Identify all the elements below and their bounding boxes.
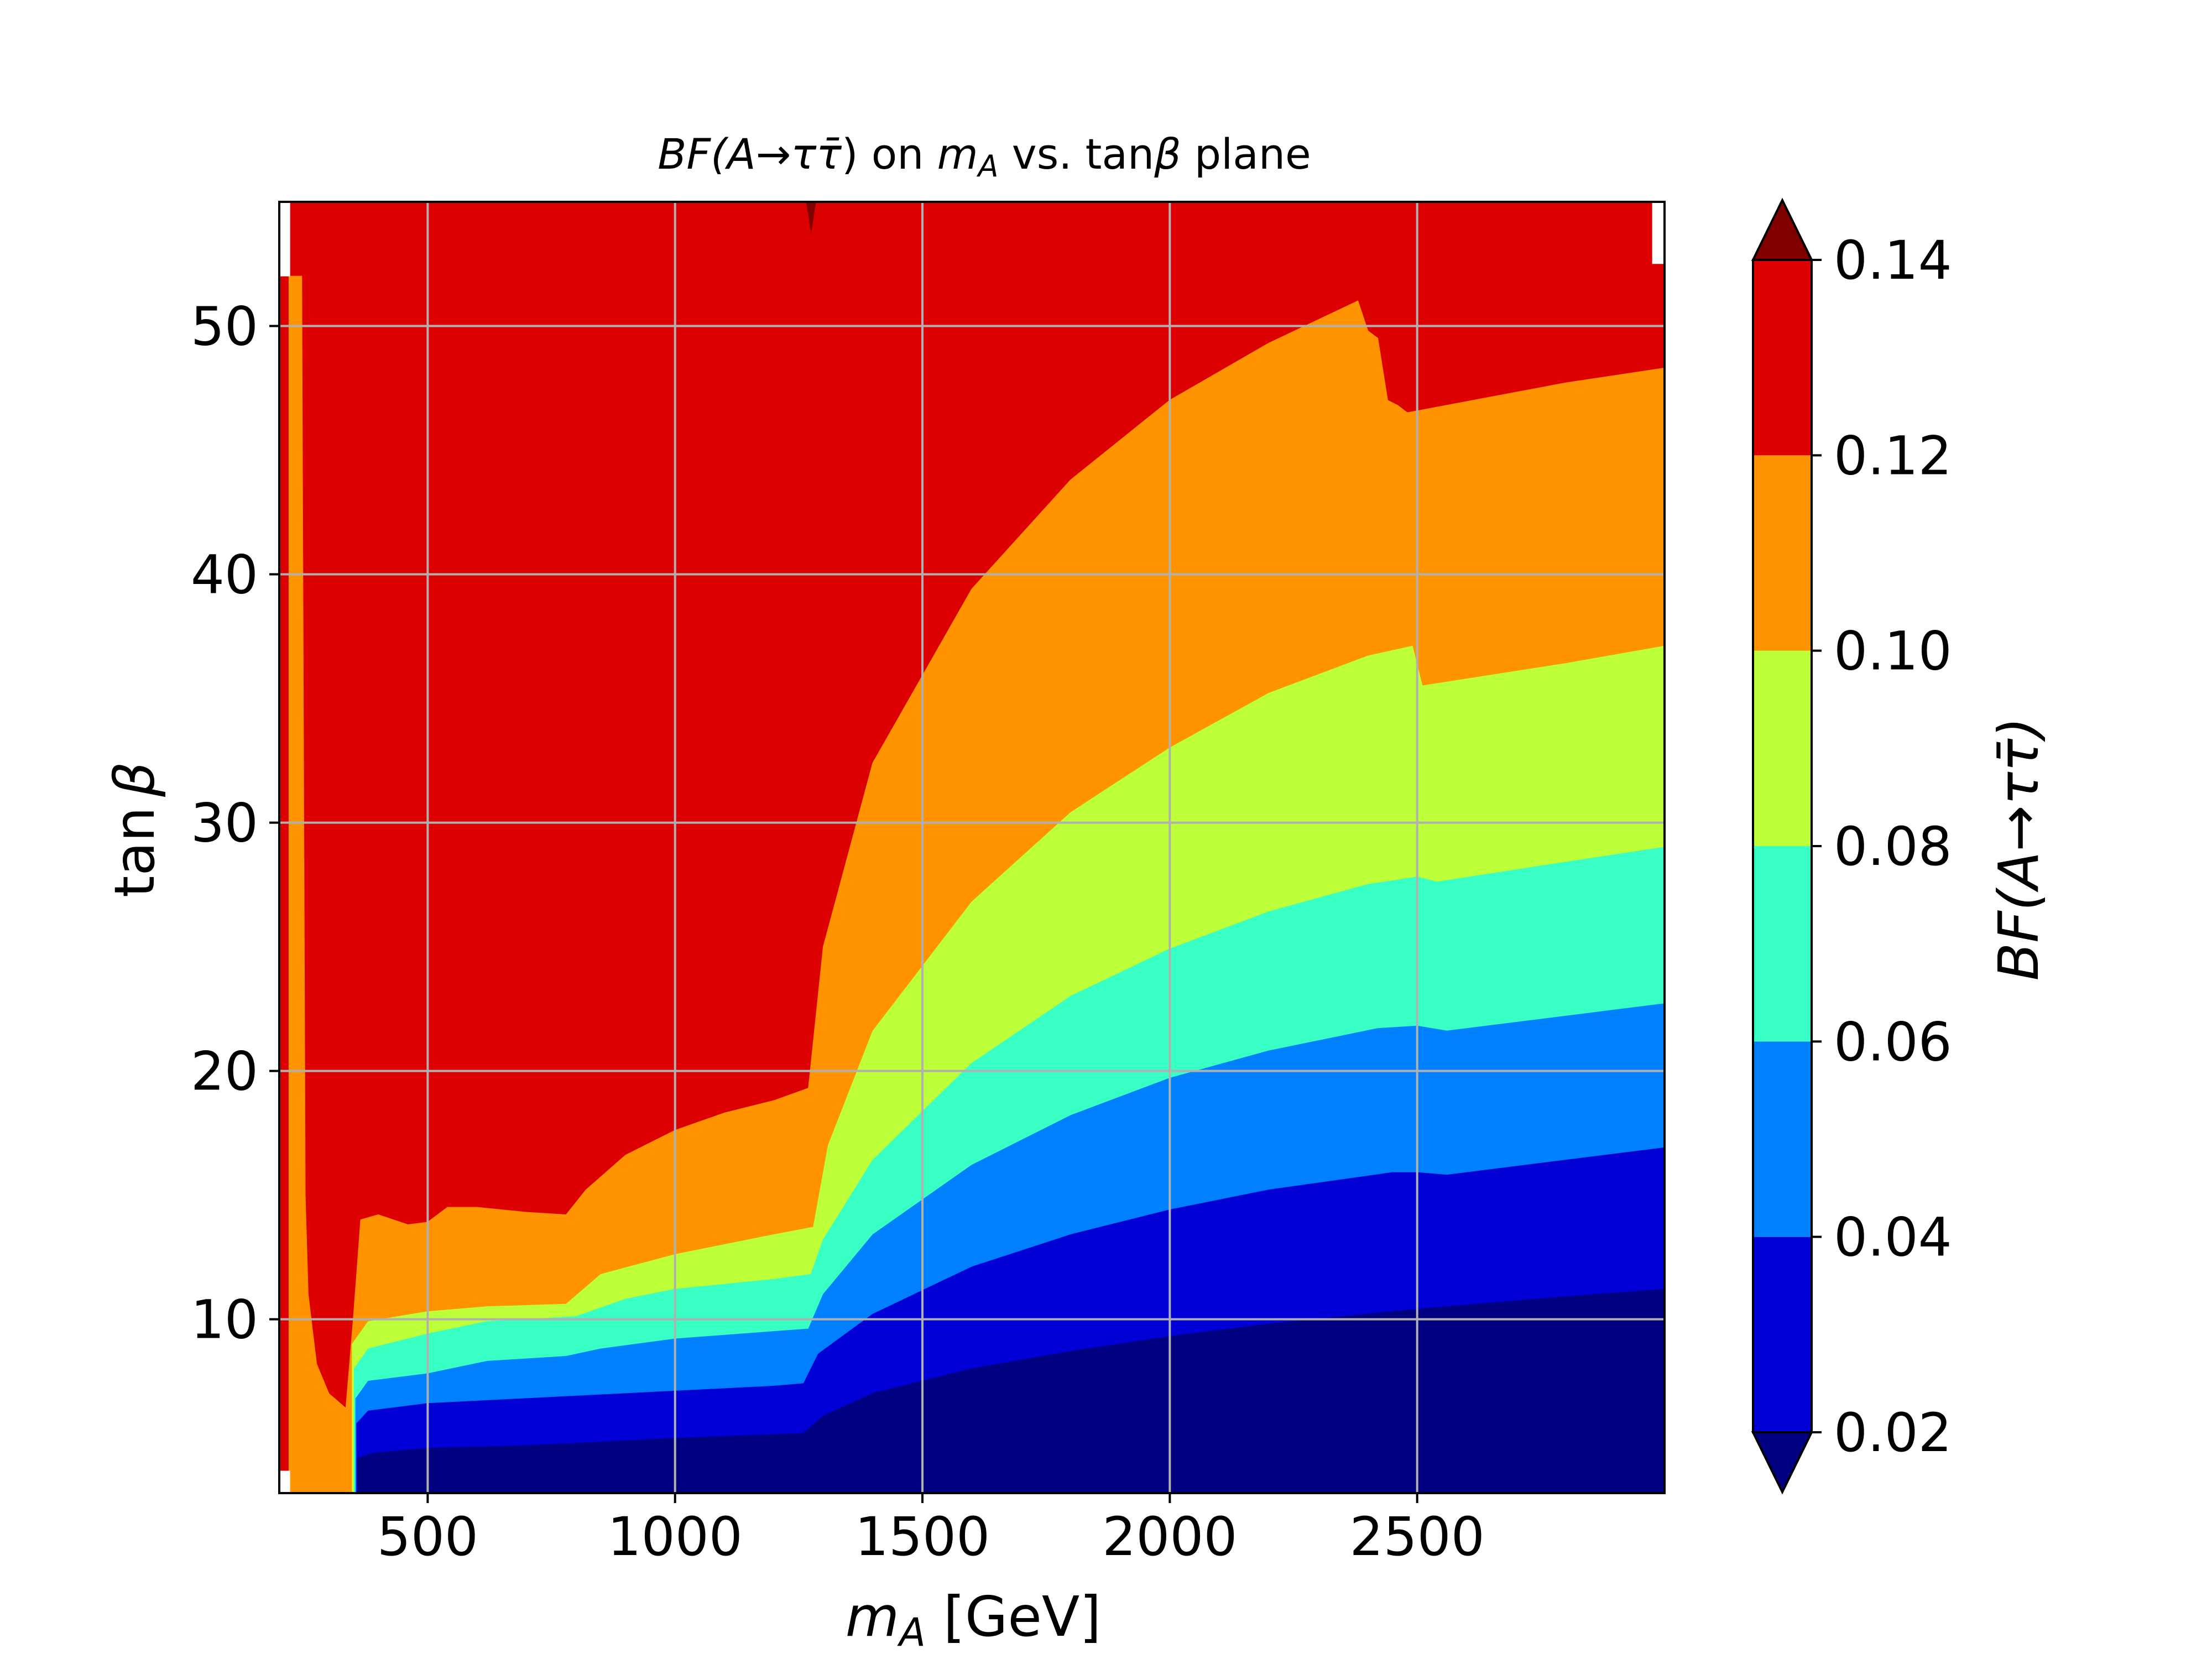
colorbar-segment bbox=[1753, 455, 1812, 651]
y-tick-label: 20 bbox=[191, 1041, 258, 1103]
colorbar-tick-label: 0.10 bbox=[1834, 620, 1952, 682]
band-above-0.14 bbox=[806, 202, 816, 234]
blank-region-bottom-left bbox=[279, 1470, 290, 1493]
y-tick-label: 30 bbox=[191, 792, 258, 854]
colorbar-segment bbox=[1753, 1041, 1812, 1237]
title-m-sub: A bbox=[977, 149, 999, 184]
y-axis-label-tan: tan bbox=[102, 807, 167, 898]
x-tick-label: 1500 bbox=[855, 1506, 990, 1568]
x-axis-label: mA [GeV] bbox=[846, 1584, 1102, 1655]
chart-title: BF(A→ττ̄) on mA vs. tanβ plane bbox=[658, 129, 1311, 184]
colorbar-segment bbox=[1753, 650, 1812, 846]
title-m: m bbox=[937, 129, 978, 179]
y-axis-ticks: 10 20 30 40 50 bbox=[191, 296, 279, 1351]
colorbar-segment bbox=[1753, 846, 1812, 1042]
colorbar-segment bbox=[1753, 1237, 1812, 1432]
title-beta: β bbox=[1154, 129, 1181, 179]
colorbar-tick-label: 0.06 bbox=[1834, 1011, 1952, 1073]
x-axis-ticks: 500 1000 1500 2000 2500 bbox=[377, 1493, 1485, 1568]
x-tick-label: 1000 bbox=[608, 1506, 743, 1568]
y-tick-label: 50 bbox=[191, 296, 258, 358]
colorbar-tick-label: 0.04 bbox=[1834, 1207, 1952, 1269]
grid-lines bbox=[279, 202, 1665, 1493]
y-tick-label: 40 bbox=[191, 544, 258, 606]
colorbar-tick-label: 0.12 bbox=[1834, 425, 1952, 487]
colorbar-segment bbox=[1753, 260, 1812, 456]
title-taubar: τ̄ bbox=[816, 129, 842, 179]
y-axis-label: tan β bbox=[102, 761, 167, 898]
contour-bands bbox=[279, 202, 1665, 1493]
title-plane: plane bbox=[1181, 129, 1311, 179]
title-vs: vs. tan bbox=[999, 129, 1155, 179]
y-tick-label: 10 bbox=[191, 1289, 258, 1351]
x-tick-label: 2000 bbox=[1102, 1506, 1237, 1568]
colorbar-tick-label: 0.02 bbox=[1834, 1402, 1952, 1464]
x-tick-label: 500 bbox=[377, 1506, 478, 1568]
band-<0.02 bbox=[357, 1288, 1665, 1493]
title-tau: τ bbox=[791, 129, 817, 179]
title-arrow: → bbox=[756, 129, 791, 179]
title-a: A bbox=[724, 129, 756, 179]
x-tick-label: 2500 bbox=[1350, 1506, 1485, 1568]
title-bf: BF( bbox=[658, 129, 729, 179]
y-axis-label-beta: β bbox=[102, 761, 167, 797]
colorbar-extend-low bbox=[1751, 1431, 1814, 1495]
blank-region-left bbox=[279, 202, 290, 276]
colorbar-extend-high bbox=[1751, 197, 1814, 261]
title-on: ) on bbox=[842, 129, 937, 179]
x-axis-label-m: m bbox=[846, 1584, 899, 1649]
colorbar-label: BF(A→ττ̄) bbox=[1986, 717, 2051, 981]
blank-region-right bbox=[1652, 202, 1665, 264]
x-axis-label-sub: A bbox=[897, 1610, 926, 1655]
colorbar-tick-label: 0.14 bbox=[1834, 229, 1952, 291]
colorbar-ticks: 0.02 0.04 0.06 0.08 0.10 0.12 0.14 bbox=[1812, 229, 1952, 1464]
x-axis-label-unit: [GeV] bbox=[926, 1584, 1101, 1649]
colorbar-tick-label: 0.08 bbox=[1834, 816, 1952, 878]
colorbar bbox=[1751, 197, 1814, 1495]
plot-frame bbox=[278, 201, 1666, 1494]
